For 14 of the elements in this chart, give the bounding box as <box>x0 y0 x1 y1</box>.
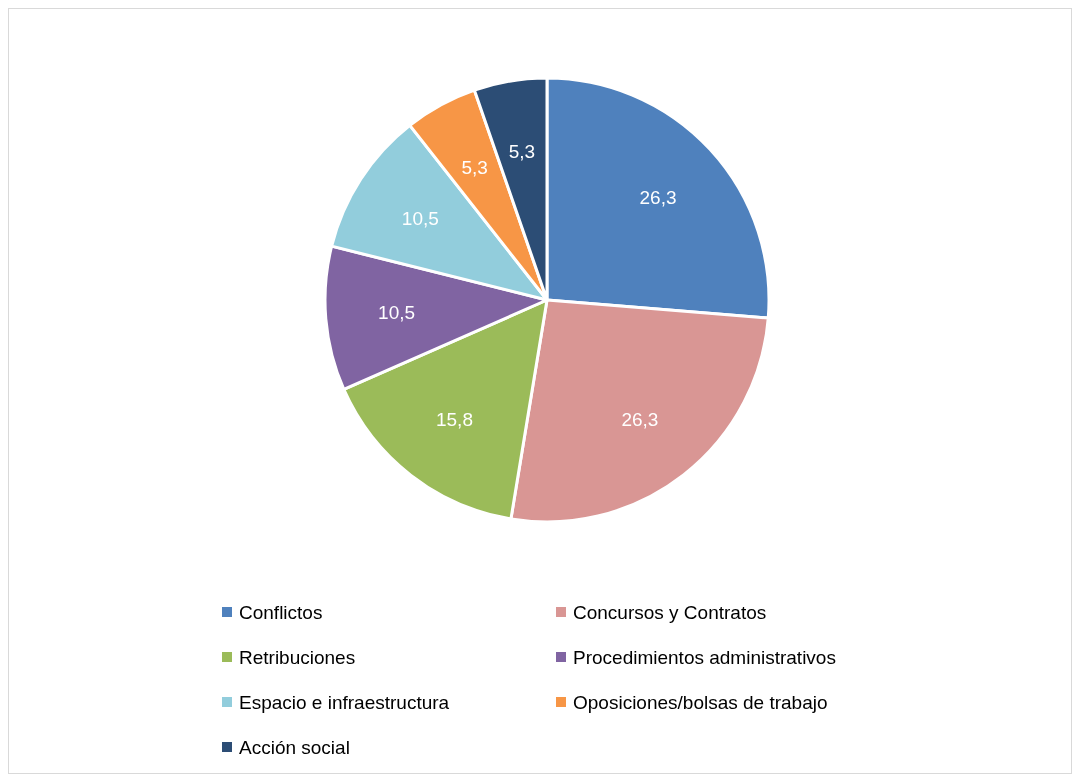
legend-label: Concursos y Contratos <box>573 601 767 623</box>
legend-label: Espacio e infraestructura <box>239 691 450 713</box>
data-label: 5,3 <box>461 157 488 179</box>
legend-label: Retribuciones <box>239 646 356 668</box>
legend-label: Oposiciones/bolsas de trabajo <box>573 691 828 713</box>
legend-label: Procedimientos administrativos <box>573 646 836 668</box>
data-label: 15,8 <box>435 408 473 430</box>
legend-label: Acción social <box>239 736 350 758</box>
legend-label: Conflictos <box>239 601 323 623</box>
data-label: 26,3 <box>639 187 677 209</box>
data-label: 10,5 <box>401 207 439 229</box>
data-label: 26,3 <box>621 408 659 430</box>
data-label: 5,3 <box>508 140 536 162</box>
data-label: 10,5 <box>378 302 416 324</box>
